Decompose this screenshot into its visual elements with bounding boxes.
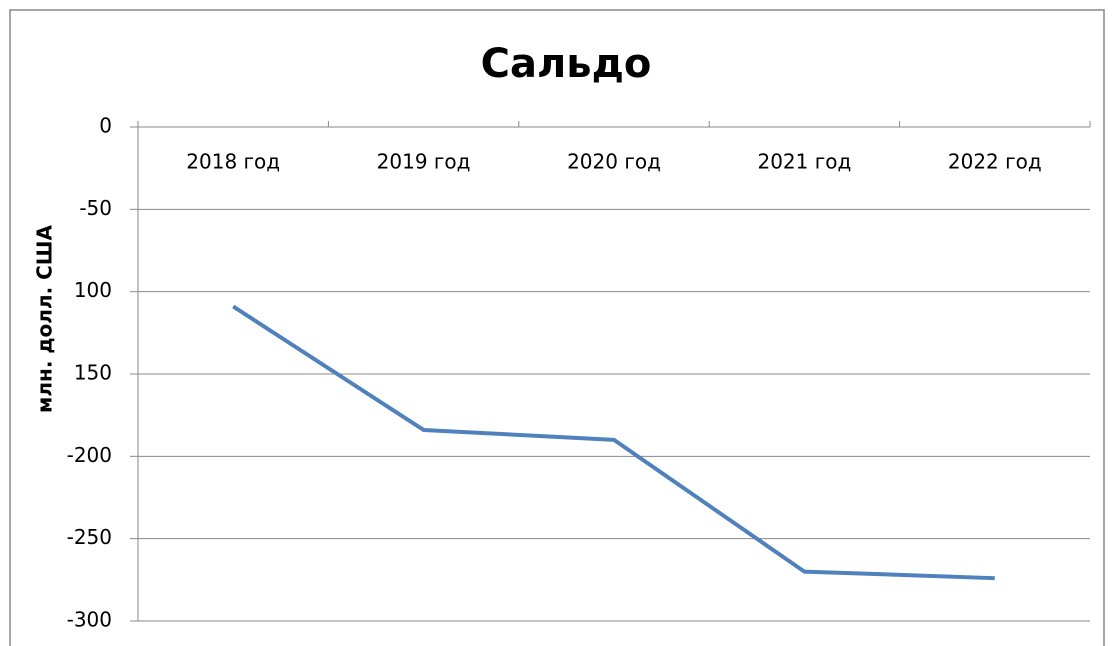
- x-tick-label: 2019 год: [377, 150, 471, 174]
- y-tick-label: 150: [74, 361, 112, 385]
- x-tick-label: 2021 год: [757, 150, 851, 174]
- y-tick-label: -50: [79, 196, 112, 220]
- y-tick-label: -200: [67, 443, 112, 467]
- x-tick-label: 2020 год: [567, 150, 661, 174]
- y-tick-label: -250: [67, 525, 112, 549]
- y-tick-label: 100: [74, 278, 112, 302]
- y-tick-label: -300: [67, 608, 112, 632]
- y-axis-label: млн. долл. США: [33, 224, 57, 413]
- x-tick-label: 2022 год: [948, 150, 1042, 174]
- chart-title: Сальдо: [481, 41, 652, 87]
- chart-frame: [9, 9, 1105, 646]
- y-tick-label: 0: [99, 114, 112, 138]
- line-series: [232, 304, 995, 581]
- x-tick-label: 2018 год: [186, 150, 280, 174]
